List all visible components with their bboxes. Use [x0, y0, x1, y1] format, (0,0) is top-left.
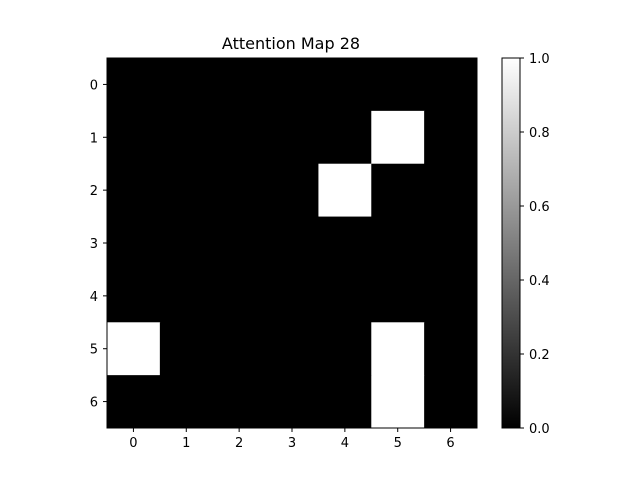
heatmap-cell — [159, 163, 214, 218]
x-tick-label: 3 — [288, 436, 296, 451]
heatmap-cell — [159, 58, 214, 112]
heatmap-cell — [265, 58, 319, 112]
colorbar-gradient — [501, 57, 521, 429]
heatmap-cell — [212, 110, 267, 165]
heatmap-cell — [424, 163, 478, 218]
x-tick-label: 2 — [235, 436, 243, 451]
heatmap-cell — [371, 110, 425, 165]
heatmap-cell — [107, 375, 161, 429]
heatmap-cell — [424, 375, 478, 429]
colorbar-tick-label: 0.4 — [529, 274, 550, 289]
heatmap-cell — [159, 269, 214, 323]
x-tick-label: 5 — [394, 436, 402, 451]
heatmap-cell — [212, 322, 267, 376]
heatmap-cell — [424, 58, 478, 112]
colorbar-tick-label: 1.0 — [529, 52, 550, 67]
heatmap-cell — [424, 216, 478, 270]
heatmap-cell — [212, 58, 267, 112]
x-tick-label: 6 — [446, 436, 454, 451]
colorbar-tick-label: 0.8 — [529, 126, 550, 141]
heatmap-cell — [212, 375, 267, 429]
x-axis: 0 1 2 3 4 5 6 — [129, 428, 455, 451]
y-tick-label: 1 — [90, 131, 98, 146]
heatmap-cell — [265, 216, 319, 270]
heatmap-cell — [265, 163, 319, 218]
heatmap-cell — [371, 375, 425, 429]
heatmap-cell — [265, 110, 319, 165]
heatmap-cell — [318, 375, 372, 429]
heatmap-cell — [212, 163, 267, 218]
y-axis: 0 1 2 3 4 5 6 — [90, 78, 107, 411]
heatmap-cell — [212, 269, 267, 323]
x-tick-label: 4 — [341, 436, 349, 451]
y-tick-label: 2 — [90, 184, 98, 199]
y-tick-label: 5 — [90, 343, 98, 358]
heatmap-cells — [107, 58, 478, 429]
heatmap-cell — [265, 269, 319, 323]
heatmap-cell — [318, 216, 372, 270]
heatmap-cell — [371, 58, 425, 112]
heatmap-cell — [265, 375, 319, 429]
heatmap-cell — [107, 216, 161, 270]
heatmap-cell — [107, 163, 161, 218]
heatmap-cell — [265, 322, 319, 376]
y-tick-label: 6 — [90, 396, 98, 411]
heatmap-cell — [107, 110, 161, 165]
heatmap-cell — [159, 375, 214, 429]
chart-title: Attention Map 28 — [222, 34, 360, 53]
heatmap-cell — [318, 269, 372, 323]
heatmap-cell — [159, 216, 214, 270]
x-tick-label: 1 — [182, 436, 190, 451]
colorbar-ticks: 0.0 0.2 0.4 0.6 0.8 1.0 — [520, 52, 550, 437]
x-tick-label: 0 — [129, 436, 137, 451]
heatmap-cell — [107, 322, 161, 376]
heatmap-cell — [371, 216, 425, 270]
colorbar-tick-label: 0.0 — [529, 422, 550, 437]
heatmap-cell — [318, 163, 372, 218]
y-tick-label: 3 — [90, 237, 98, 252]
heatmap-cell — [318, 110, 372, 165]
heatmap-cell — [318, 322, 372, 376]
heatmap-cell — [371, 322, 425, 376]
heatmap-cell — [107, 58, 161, 112]
heatmap-cell — [107, 269, 161, 323]
heatmap-cell — [318, 58, 372, 112]
y-tick-label: 4 — [90, 290, 98, 305]
heatmap-cell — [424, 110, 478, 165]
colorbar-tick-label: 0.2 — [529, 348, 550, 363]
heatmap-cell — [159, 322, 214, 376]
heatmap-cell — [371, 269, 425, 323]
heatmap-cell — [212, 216, 267, 270]
y-tick-label: 0 — [90, 78, 98, 93]
heatmap-cell — [424, 269, 478, 323]
colorbar: 0.0 0.2 0.4 0.6 0.8 1.0 — [501, 52, 550, 437]
colorbar-tick-label: 0.6 — [529, 200, 550, 215]
heatmap-cell — [371, 163, 425, 218]
heatmap-cell — [424, 322, 478, 376]
heatmap-cell — [159, 110, 214, 165]
